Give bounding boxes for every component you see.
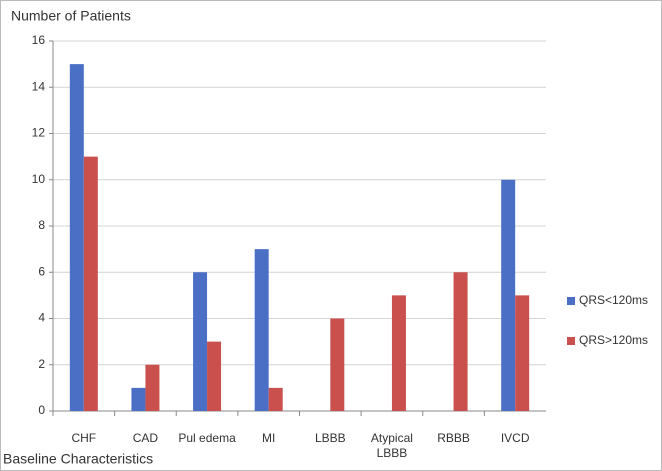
x-tick-label: CAD <box>132 431 159 445</box>
x-axis-title: Baseline Characteristics <box>3 451 153 467</box>
y-tick-label: 16 <box>32 33 46 47</box>
y-tick-label: 0 <box>38 403 45 417</box>
bar <box>83 156 98 411</box>
y-tick-label: 10 <box>32 172 46 186</box>
bar <box>501 179 516 411</box>
legend-label: QRS>120ms <box>579 333 648 347</box>
bar <box>330 318 345 411</box>
y-tick-label: 12 <box>32 126 46 140</box>
bar <box>453 272 468 411</box>
bar <box>131 387 146 411</box>
x-tick-label: MI <box>262 431 276 445</box>
x-tick-label: CHF <box>71 431 97 445</box>
y-axis-title: Number of Patients <box>11 8 131 24</box>
legend-swatch <box>567 337 575 345</box>
bar <box>207 341 222 411</box>
x-tick-label: IVCD <box>500 431 530 445</box>
bar <box>193 272 208 411</box>
bar <box>69 64 84 411</box>
y-tick-label: 4 <box>38 311 45 325</box>
x-tick-label: LBBB <box>314 431 346 445</box>
y-tick-label: 6 <box>38 264 45 278</box>
bar <box>254 249 269 411</box>
y-tick-label: 2 <box>38 357 45 371</box>
x-tick-label: RBBB <box>437 431 470 445</box>
x-tick-label: Pul edema <box>178 431 236 445</box>
y-tick-label: 8 <box>38 218 45 232</box>
bar <box>145 364 160 411</box>
bar <box>391 295 406 411</box>
legend-label: QRS<120ms <box>579 293 648 307</box>
bar <box>268 387 283 411</box>
y-tick-label: 14 <box>32 79 46 93</box>
x-tick-label: Atypical LBBB <box>370 431 413 460</box>
bar <box>515 295 530 411</box>
legend-swatch <box>567 297 575 305</box>
